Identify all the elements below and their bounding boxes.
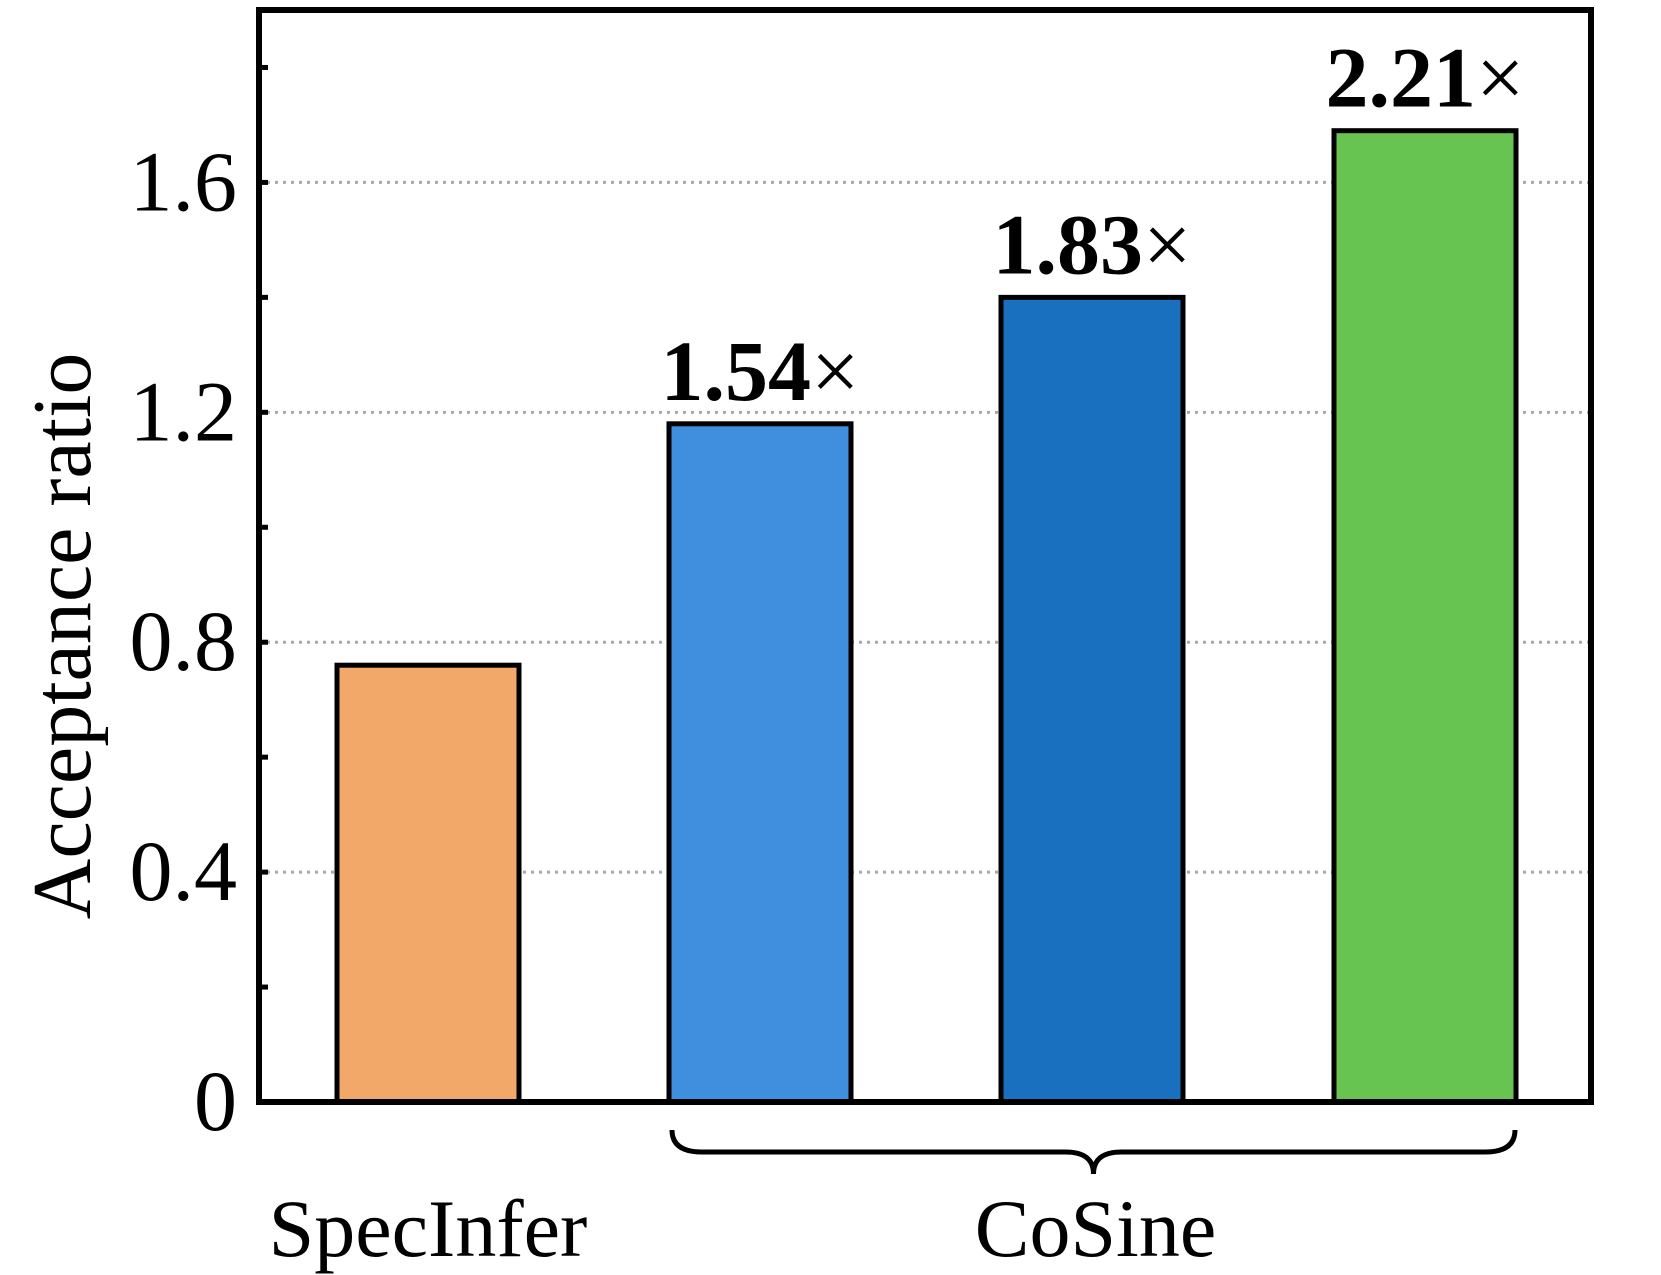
y-tick-label: 1.6 <box>130 133 238 229</box>
bar-value-label: 1.83× <box>992 196 1191 292</box>
cosine-group-label: CoSine <box>975 1183 1216 1274</box>
bar-value-labels: 1.54× 1.83× 2.21× <box>660 30 1524 419</box>
y-tick-label: 0 <box>194 1053 237 1149</box>
specinfer-group-label: SpecInfer <box>269 1183 588 1274</box>
plot-frame <box>256 7 1594 1105</box>
y-tick-labels: 0 0.4 0.8 1.2 1.6 <box>130 133 238 1149</box>
bars <box>334 128 1519 1105</box>
y-axis-label: Acceptance ratio <box>16 353 109 920</box>
bar-value-label: 2.21× <box>1325 30 1524 126</box>
grid-lines <box>259 180 1591 874</box>
y-tick-label: 0.8 <box>130 593 238 689</box>
bar-2 <box>666 421 854 1105</box>
bar-value-label: 1.54× <box>660 323 859 419</box>
y-tick-label: 1.2 <box>130 363 238 459</box>
bar-4 <box>1331 128 1519 1105</box>
bar-1 <box>334 662 522 1105</box>
y-ticks <box>259 64 268 1105</box>
cosine-group-brace <box>669 1129 1518 1175</box>
bar-3 <box>998 294 1186 1105</box>
y-tick-label: 0.4 <box>130 823 238 919</box>
